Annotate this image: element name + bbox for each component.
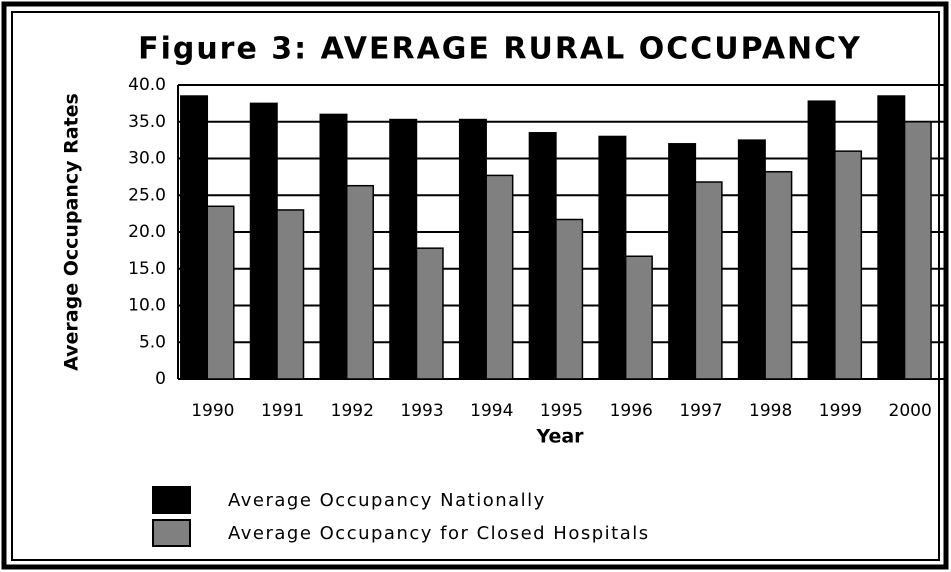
y-tick-label: 25.0: [128, 185, 166, 205]
bar: [555, 218, 584, 380]
y-tick-label: 40.0: [128, 75, 166, 95]
x-tick-label: 1996: [610, 401, 653, 421]
bar: [528, 132, 557, 380]
y-tick-label: 35.0: [128, 112, 166, 132]
bar: [319, 113, 348, 380]
bar: [249, 102, 278, 380]
bar: [598, 135, 627, 380]
x-tick-label: 1997: [679, 401, 722, 421]
x-tick-label: 1998: [749, 401, 792, 421]
legend-swatch: [152, 486, 191, 514]
y-tick-label: 20.0: [128, 222, 166, 242]
inner-border: [11, 11, 940, 561]
x-tick-label: 2000: [889, 401, 932, 421]
bar: [764, 170, 793, 380]
bar: [415, 247, 444, 380]
y-tick-label: 15.0: [128, 259, 166, 279]
bar: [903, 121, 932, 380]
x-axis-label: Year: [535, 426, 584, 448]
y-tick-label: 0: [155, 369, 166, 389]
bar: [737, 139, 766, 380]
bar: [485, 174, 514, 380]
x-tick-label: 1993: [400, 401, 443, 421]
x-tick-label: 1994: [470, 401, 513, 421]
bar: [807, 100, 836, 380]
bar: [458, 118, 487, 380]
legend-label: Average Occupancy Nationally: [228, 490, 546, 511]
bar: [389, 118, 418, 380]
x-tick-label: 1995: [540, 401, 583, 421]
bar: [345, 184, 374, 380]
y-tick-label: 10.0: [128, 296, 166, 316]
x-tick-label: 1991: [261, 401, 304, 421]
bar: [276, 209, 305, 380]
y-axis-label: Average Occupancy Rates: [61, 93, 83, 371]
legend-label: Average Occupancy for Closed Hospitals: [228, 523, 650, 544]
bar: [206, 205, 235, 380]
y-tick-label: 5.0: [139, 332, 166, 352]
chart-title: Figure 3: AVERAGE RURAL OCCUPANCY: [138, 32, 862, 67]
x-tick-label: 1990: [191, 401, 234, 421]
bar: [877, 95, 906, 380]
bar: [668, 143, 697, 380]
y-tick-label: 30.0: [128, 149, 166, 169]
legend-swatch: [152, 519, 191, 547]
bar: [624, 255, 653, 380]
x-tick-label: 1999: [819, 401, 862, 421]
bar: [834, 150, 863, 380]
x-tick-label: 1992: [331, 401, 374, 421]
bar: [180, 95, 209, 380]
bar: [694, 181, 723, 380]
